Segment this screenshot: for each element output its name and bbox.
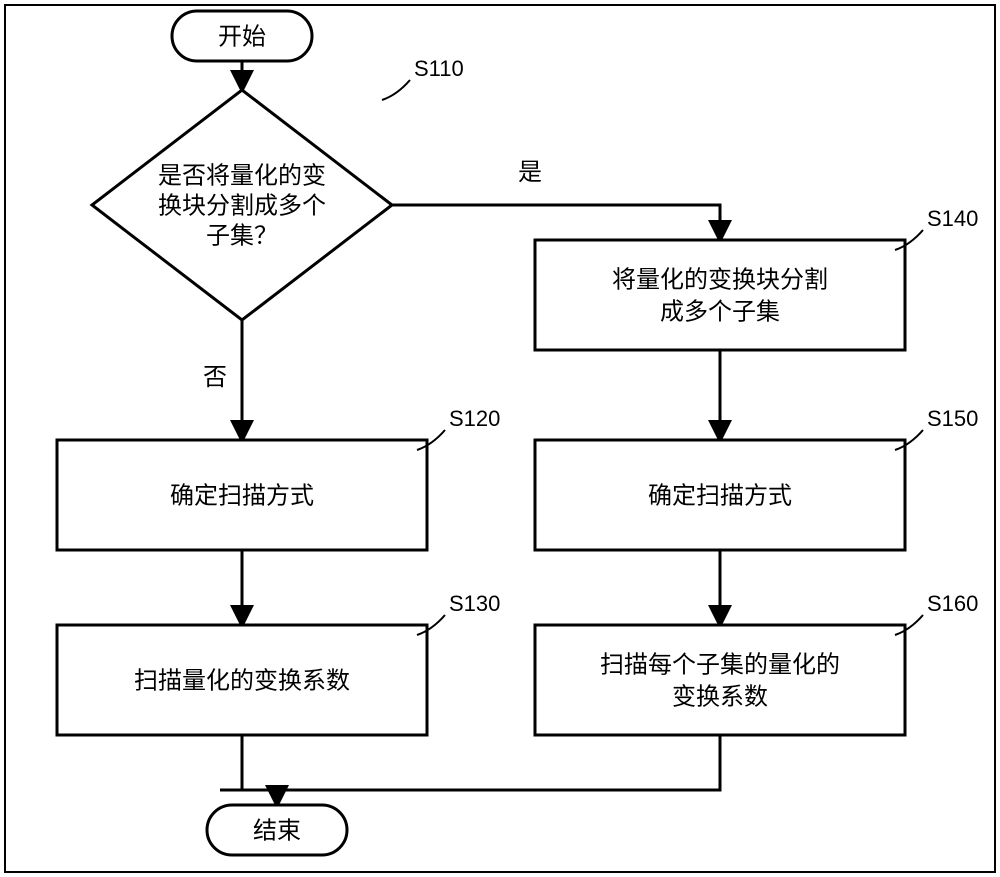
- svg-text:确定扫描方式: 确定扫描方式: [170, 482, 314, 509]
- svg-text:S140: S140: [927, 206, 978, 231]
- svg-text:换块分割成多个: 换块分割成多个: [158, 192, 326, 219]
- flowchart-canvas: 否 是 开始是否将量化的变换块分割成多个子集？ S110 确定扫描方式 S120 扫描量化…: [0, 0, 1000, 877]
- node-start: 开始: [172, 11, 312, 61]
- svg-text:成多个子集: 成多个子集: [660, 298, 780, 325]
- svg-text:S110: S110: [414, 56, 464, 81]
- svg-text:变换系数: 变换系数: [672, 683, 768, 710]
- svg-text:否: 否: [203, 364, 227, 391]
- svg-text:S120: S120: [449, 406, 500, 431]
- node-end: 结束: [207, 805, 347, 855]
- svg-text:S160: S160: [927, 591, 978, 616]
- svg-text:开始: 开始: [218, 23, 266, 50]
- svg-text:子集？: 子集？: [206, 222, 278, 249]
- svg-text:确定扫描方式: 确定扫描方式: [648, 482, 792, 509]
- svg-text:扫描每个子集的量化的: 扫描每个子集的量化的: [600, 651, 840, 678]
- svg-text:扫描量化的变换系数: 扫描量化的变换系数: [134, 667, 350, 694]
- svg-text:是否将量化的变: 是否将量化的变: [158, 162, 326, 189]
- svg-text:S150: S150: [927, 406, 978, 431]
- svg-text:将量化的变换块分割: 将量化的变换块分割: [612, 266, 828, 293]
- svg-text:是: 是: [518, 159, 542, 186]
- svg-text:S130: S130: [449, 591, 500, 616]
- svg-text:结束: 结束: [253, 817, 301, 844]
